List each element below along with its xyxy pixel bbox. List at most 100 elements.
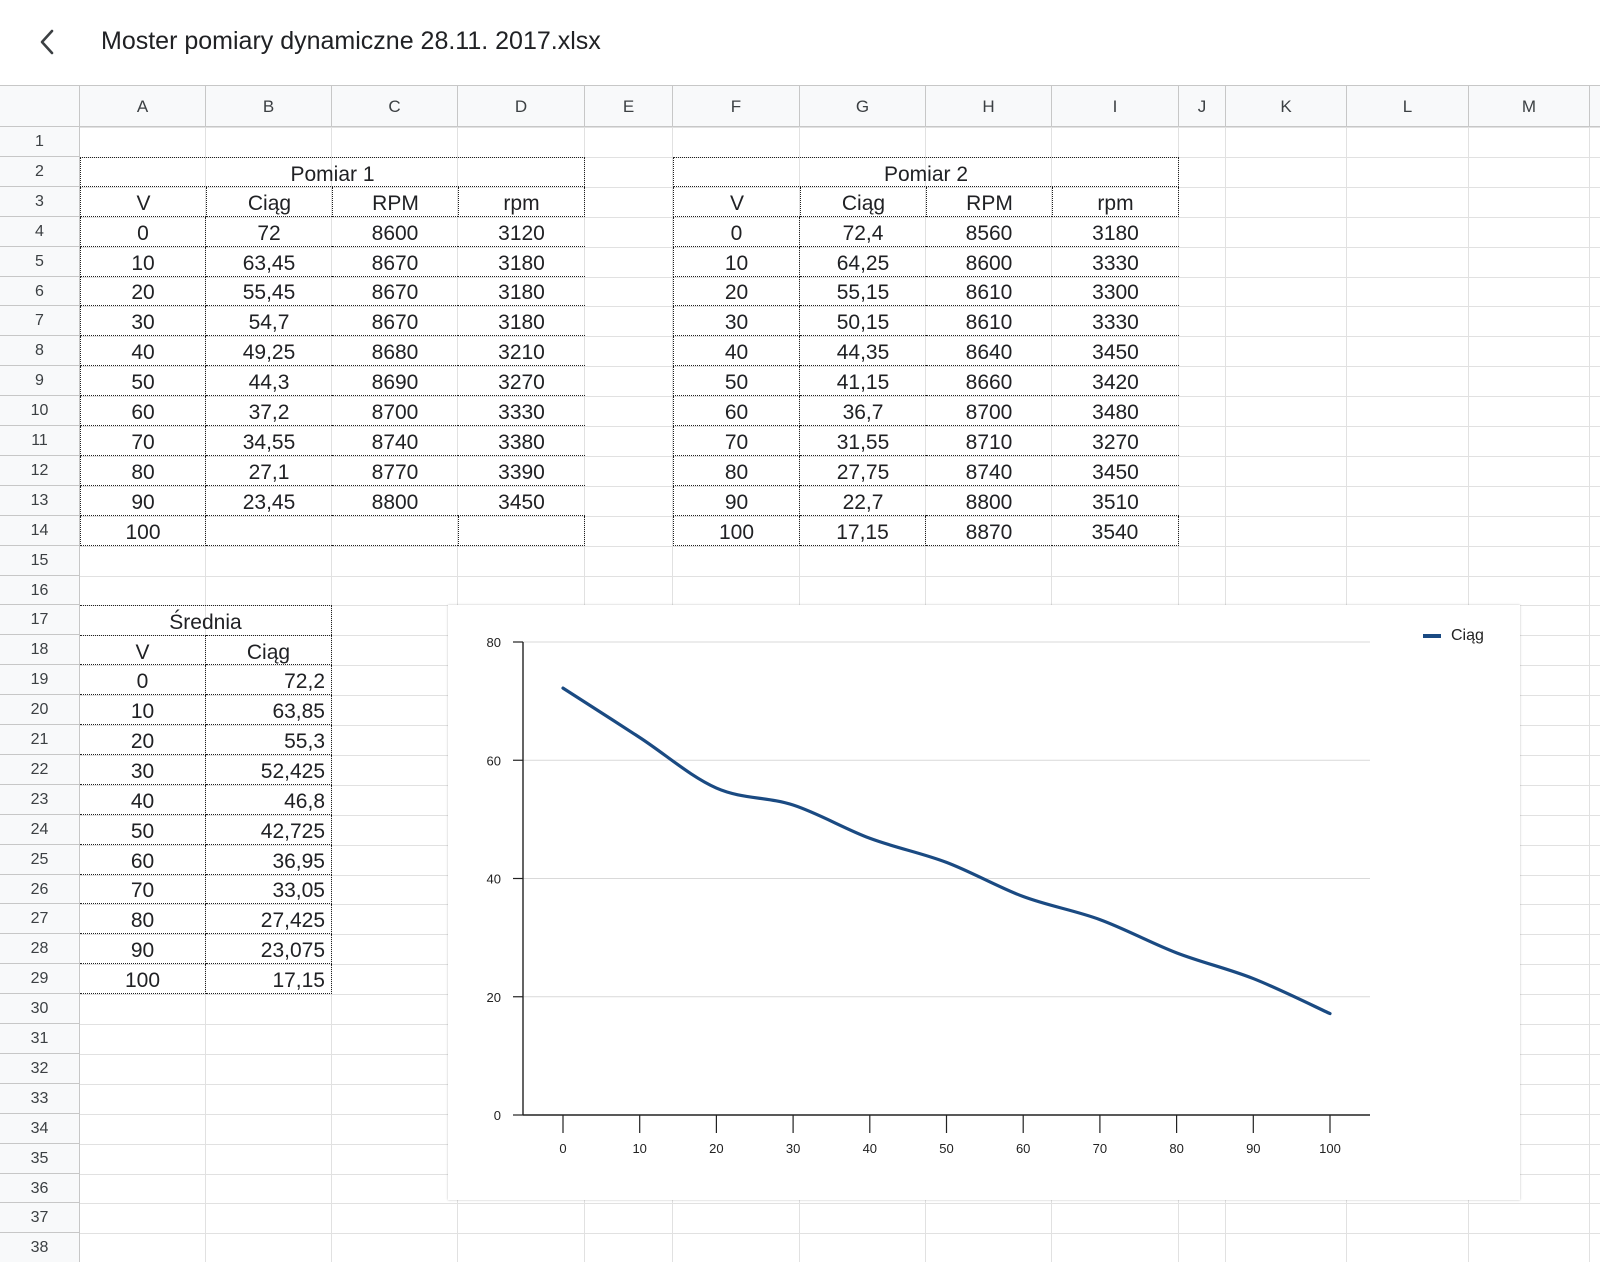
pomiar1-cell[interactable]: 54,7 — [206, 306, 332, 336]
row-header-33[interactable]: 33 — [0, 1084, 80, 1114]
pomiar2-cell[interactable]: 90 — [673, 486, 800, 516]
srednia-v-cell[interactable]: 20 — [80, 725, 206, 755]
pomiar1-cell[interactable]: 70 — [80, 426, 206, 456]
column-header-b[interactable]: B — [206, 86, 332, 127]
row-header-37[interactable]: 37 — [0, 1203, 80, 1233]
row-header-38[interactable]: 38 — [0, 1233, 80, 1262]
pomiar1-cell[interactable]: 8670 — [332, 247, 458, 277]
row-header-4[interactable]: 4 — [0, 217, 80, 247]
pomiar2-cell[interactable]: 3420 — [1052, 366, 1179, 396]
pomiar2-cell[interactable]: 31,55 — [800, 426, 926, 456]
pomiar2-title[interactable]: Pomiar 2 — [673, 157, 1179, 187]
pomiar1-cell[interactable]: 8670 — [332, 306, 458, 336]
srednia-v-cell[interactable]: 40 — [80, 785, 206, 815]
row-header-27[interactable]: 27 — [0, 904, 80, 934]
column-header-c[interactable]: C — [332, 86, 458, 127]
pomiar2-cell[interactable]: 70 — [673, 426, 800, 456]
pomiar2-cell[interactable]: 3450 — [1052, 456, 1179, 486]
row-header-5[interactable]: 5 — [0, 247, 80, 277]
column-header-m[interactable]: M — [1469, 86, 1590, 127]
pomiar1-cell[interactable]: 44,3 — [206, 366, 332, 396]
pomiar2-cell[interactable]: 8560 — [926, 217, 1052, 247]
pomiar1-cell[interactable]: 63,45 — [206, 247, 332, 277]
row-header-16[interactable]: 16 — [0, 576, 80, 605]
pomiar1-cell[interactable]: 3450 — [458, 486, 585, 516]
column-header-l[interactable]: L — [1347, 86, 1469, 127]
srednia-v-cell[interactable]: 10 — [80, 695, 206, 725]
pomiar2-cell[interactable]: 100 — [673, 516, 800, 546]
row-header-30[interactable]: 30 — [0, 994, 80, 1024]
srednia-v-cell[interactable]: 80 — [80, 904, 206, 934]
pomiar2-cell[interactable]: 36,7 — [800, 396, 926, 426]
srednia-ciag-cell[interactable]: 63,85 — [206, 695, 332, 725]
srednia-ciag-cell[interactable]: 27,425 — [206, 904, 332, 934]
pomiar1-cell[interactable]: 80 — [80, 456, 206, 486]
row-header-13[interactable]: 13 — [0, 486, 80, 516]
row-header-1[interactable]: 1 — [0, 127, 80, 157]
pomiar2-cell[interactable]: 30 — [673, 306, 800, 336]
pomiar2-cell[interactable]: 44,35 — [800, 336, 926, 366]
pomiar2-cell[interactable]: 8740 — [926, 456, 1052, 486]
pomiar2-header-1[interactable]: Ciąg — [800, 187, 926, 217]
row-header-24[interactable]: 24 — [0, 815, 80, 845]
srednia-v-cell[interactable]: 90 — [80, 934, 206, 964]
row-header-31[interactable]: 31 — [0, 1024, 80, 1054]
pomiar2-cell[interactable]: 10 — [673, 247, 800, 277]
pomiar2-header-3[interactable]: rpm — [1052, 187, 1179, 217]
row-header-19[interactable]: 19 — [0, 665, 80, 695]
pomiar2-cell[interactable]: 50,15 — [800, 306, 926, 336]
pomiar2-cell[interactable]: 3300 — [1052, 277, 1179, 306]
row-header-20[interactable]: 20 — [0, 695, 80, 725]
pomiar1-cell[interactable]: 3390 — [458, 456, 585, 486]
row-header-7[interactable]: 7 — [0, 306, 80, 336]
row-header-36[interactable]: 36 — [0, 1174, 80, 1203]
column-header-i[interactable]: I — [1052, 86, 1179, 127]
select-all-corner[interactable] — [0, 86, 80, 127]
pomiar1-cell[interactable]: 50 — [80, 366, 206, 396]
pomiar1-cell[interactable]: 20 — [80, 277, 206, 306]
column-header-g[interactable]: G — [800, 86, 926, 127]
row-header-9[interactable]: 9 — [0, 366, 80, 396]
row-header-11[interactable]: 11 — [0, 426, 80, 456]
pomiar2-cell[interactable]: 3540 — [1052, 516, 1179, 546]
pomiar2-header-2[interactable]: RPM — [926, 187, 1052, 217]
srednia-v-cell[interactable]: 0 — [80, 665, 206, 695]
pomiar2-cell[interactable]: 8660 — [926, 366, 1052, 396]
pomiar1-cell[interactable]: 8680 — [332, 336, 458, 366]
row-header-12[interactable]: 12 — [0, 456, 80, 486]
row-header-21[interactable]: 21 — [0, 725, 80, 755]
pomiar2-cell[interactable]: 60 — [673, 396, 800, 426]
row-header-6[interactable]: 6 — [0, 277, 80, 306]
pomiar2-cell[interactable]: 8800 — [926, 486, 1052, 516]
column-header-f[interactable]: F — [673, 86, 800, 127]
pomiar1-header-1[interactable]: Ciąg — [206, 187, 332, 217]
row-header-32[interactable]: 32 — [0, 1054, 80, 1084]
row-header-18[interactable]: 18 — [0, 635, 80, 665]
pomiar1-cell[interactable]: 3380 — [458, 426, 585, 456]
pomiar1-cell[interactable]: 34,55 — [206, 426, 332, 456]
pomiar1-cell[interactable]: 30 — [80, 306, 206, 336]
srednia-v-cell[interactable]: 50 — [80, 815, 206, 845]
pomiar1-header-0[interactable]: V — [80, 187, 206, 217]
pomiar1-cell[interactable]: 27,1 — [206, 456, 332, 486]
back-button[interactable] — [28, 22, 68, 62]
row-header-34[interactable]: 34 — [0, 1114, 80, 1144]
srednia-ciag-cell[interactable]: 55,3 — [206, 725, 332, 755]
pomiar2-cell[interactable]: 8710 — [926, 426, 1052, 456]
row-header-35[interactable]: 35 — [0, 1144, 80, 1174]
column-header-h[interactable]: H — [926, 86, 1052, 127]
srednia-v-cell[interactable]: 70 — [80, 875, 206, 904]
srednia-v-cell[interactable]: 60 — [80, 845, 206, 875]
pomiar1-cell[interactable]: 40 — [80, 336, 206, 366]
row-header-8[interactable]: 8 — [0, 336, 80, 366]
pomiar2-cell[interactable]: 17,15 — [800, 516, 926, 546]
pomiar2-cell[interactable]: 41,15 — [800, 366, 926, 396]
pomiar1-cell[interactable]: 8770 — [332, 456, 458, 486]
srednia-ciag-cell[interactable]: 36,95 — [206, 845, 332, 875]
srednia-v-cell[interactable]: 30 — [80, 755, 206, 785]
column-header-a[interactable]: A — [80, 86, 206, 127]
pomiar2-cell[interactable]: 0 — [673, 217, 800, 247]
row-header-2[interactable]: 2 — [0, 157, 80, 187]
pomiar1-cell[interactable]: 3180 — [458, 247, 585, 277]
